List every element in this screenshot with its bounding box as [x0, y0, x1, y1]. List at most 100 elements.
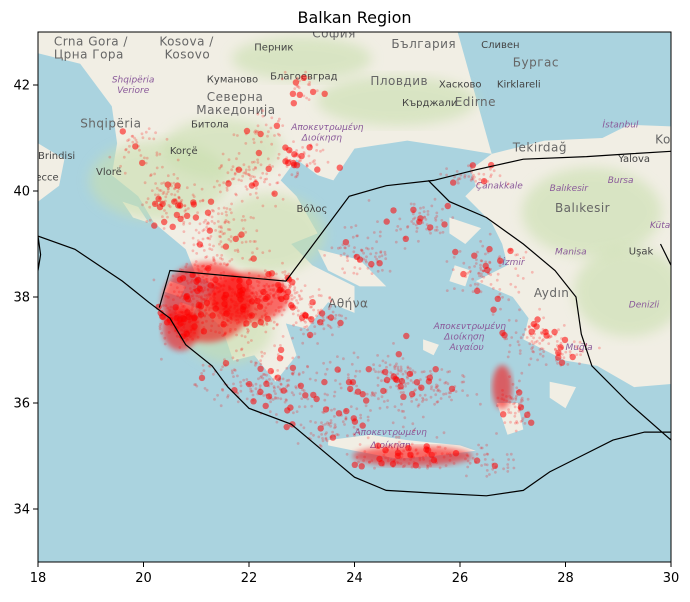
seismic-point — [236, 400, 240, 404]
seismic-point — [371, 391, 374, 394]
x-tick-label: 26 — [452, 571, 469, 586]
seismic-point — [419, 206, 422, 210]
land-island — [449, 265, 471, 287]
seismic-point — [246, 341, 250, 344]
seismic-point — [285, 385, 288, 389]
seismic-point — [386, 380, 390, 384]
seismic-point — [555, 354, 562, 361]
seismic-point — [266, 134, 269, 138]
seismic-point — [290, 100, 297, 107]
seismic-point — [162, 190, 166, 194]
seismic-point — [162, 227, 166, 230]
seismic-point — [324, 432, 327, 436]
seismic-point — [412, 217, 415, 221]
seismic-point — [259, 163, 263, 167]
seismic-point — [522, 333, 525, 336]
seismic-point — [254, 191, 258, 195]
seismic-point — [339, 246, 342, 250]
seismic-point — [184, 208, 188, 212]
seismic-point — [438, 389, 442, 393]
seismic-point — [208, 237, 212, 241]
seismic-point — [174, 182, 181, 189]
seismic-point — [345, 452, 349, 456]
seismic-point — [423, 393, 427, 397]
map-place-label: Kirklareli — [497, 80, 541, 91]
map-place-label: Αποκεντρωμένη — [290, 122, 364, 133]
seismic-point — [236, 248, 240, 252]
seismic-point — [477, 443, 480, 447]
seismic-point — [362, 251, 365, 255]
seismic-point — [263, 178, 267, 181]
seismic-point — [518, 349, 522, 352]
seismic-point — [329, 421, 333, 425]
seismic-point — [344, 316, 348, 320]
seismic-point — [572, 340, 576, 344]
seismic-point — [514, 396, 518, 400]
seismic-point — [507, 458, 510, 461]
seismic-point — [212, 259, 215, 262]
land-italy — [38, 143, 65, 202]
seismic-point — [276, 181, 280, 185]
seismic-point — [326, 421, 329, 424]
seismic-point — [309, 295, 312, 299]
seismic-point — [479, 402, 482, 406]
seismic-point — [233, 249, 237, 252]
seismic-point — [127, 144, 131, 148]
seismic-point — [338, 382, 342, 386]
seismic-point — [520, 419, 524, 422]
seismic-point — [350, 225, 353, 229]
land-island — [449, 217, 482, 244]
seismic-point — [303, 325, 307, 329]
seismic-point — [278, 133, 281, 137]
seismic-point — [205, 226, 209, 229]
seismic-point — [374, 391, 377, 395]
seismic-point — [221, 232, 225, 236]
seismic-point — [511, 397, 515, 401]
seismic-point — [226, 220, 230, 224]
seismic-point — [163, 199, 167, 203]
seismic-point — [376, 260, 383, 267]
seismic-point — [417, 403, 421, 406]
seismic-point — [161, 165, 164, 169]
seismic-point — [350, 362, 354, 366]
seismic-point — [278, 379, 281, 383]
seismic-point — [366, 266, 370, 270]
seismic-point — [470, 177, 474, 181]
seismic-point — [314, 378, 317, 382]
seismic-point — [254, 387, 258, 391]
seismic-point — [404, 384, 407, 388]
seismic-point — [263, 269, 267, 272]
seismic-point — [400, 402, 403, 406]
seismic-point — [331, 430, 334, 434]
seismic-point — [482, 275, 486, 279]
seismic-point — [309, 299, 316, 306]
seismic-point — [518, 406, 522, 410]
seismic-point — [381, 359, 385, 363]
seismic-point — [309, 317, 313, 320]
seismic-point — [466, 459, 470, 463]
seismic-point — [423, 215, 426, 219]
seismic-point — [296, 91, 303, 99]
seismic-point — [523, 415, 527, 419]
seismic-point — [513, 405, 517, 409]
seismic-point — [544, 363, 548, 366]
seismic-point — [177, 197, 181, 200]
seismic-point — [525, 336, 529, 339]
seismic-point — [253, 363, 257, 367]
seismic-point — [219, 256, 223, 260]
seismic-point — [263, 380, 270, 387]
terrain-tint — [316, 75, 477, 126]
seismic-point — [252, 160, 256, 164]
seismic-point — [143, 181, 147, 185]
seismic-point — [332, 394, 336, 398]
seismic-point — [352, 271, 356, 275]
seismic-point — [507, 350, 511, 354]
seismic-point — [242, 227, 245, 231]
map-place-label: Куманово — [207, 74, 258, 85]
seismic-point — [226, 228, 230, 231]
seismic-point — [398, 377, 406, 385]
seismic-point — [444, 464, 448, 467]
seismic-point — [532, 342, 535, 346]
seismic-point — [376, 220, 379, 224]
